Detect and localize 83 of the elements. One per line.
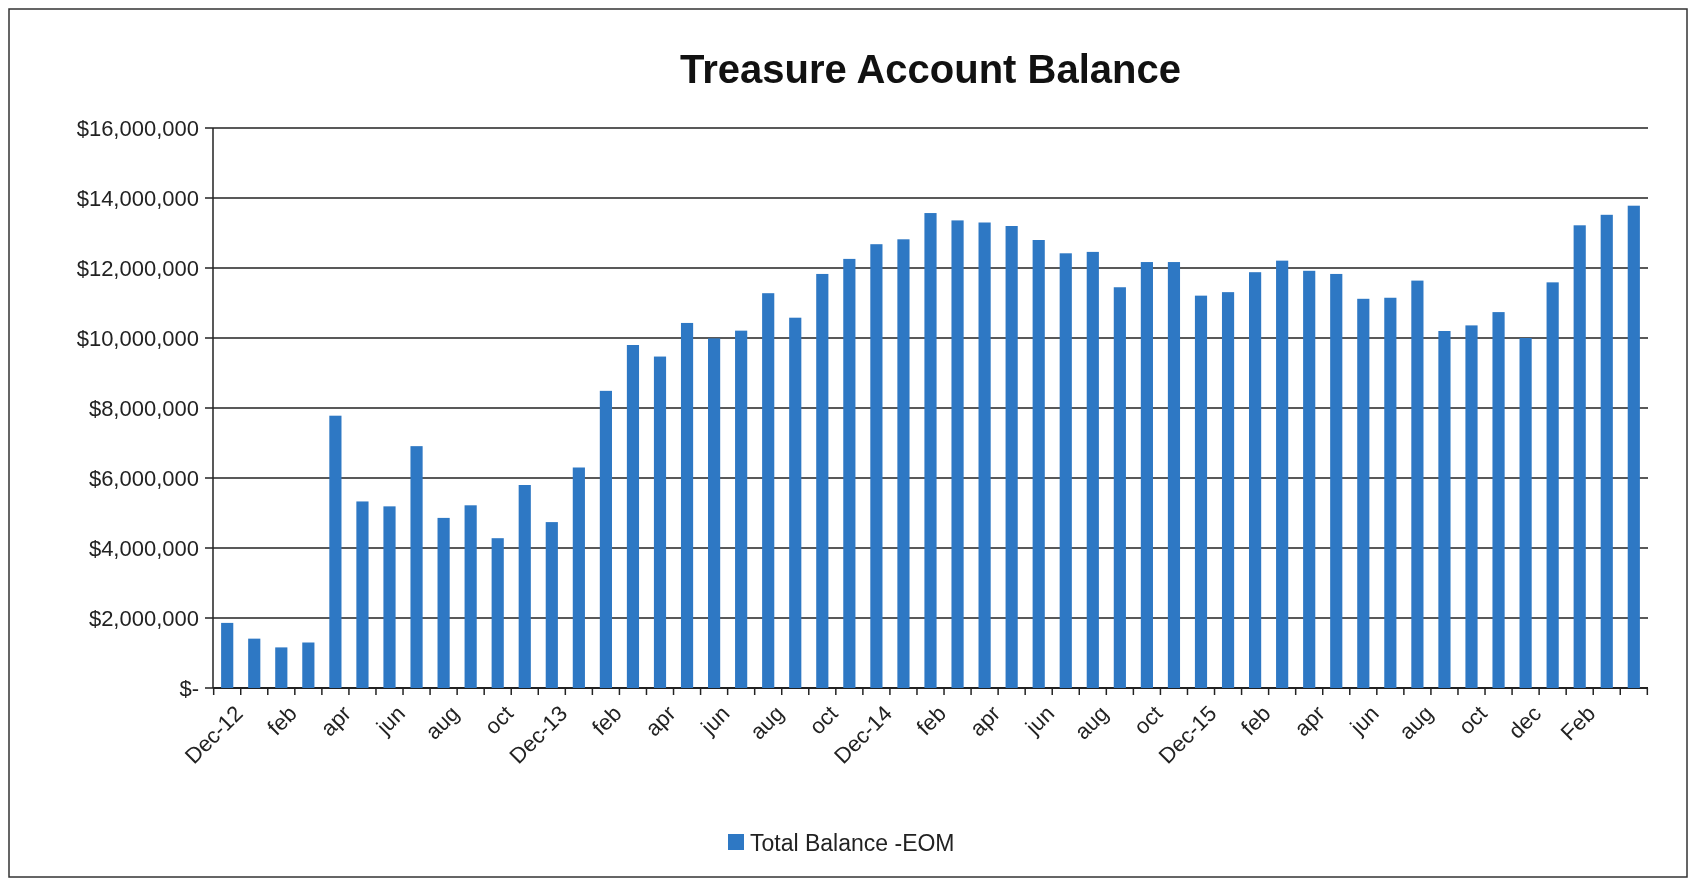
- chart-title: Treasure Account Balance: [680, 47, 1181, 91]
- bar: [978, 222, 991, 688]
- bar: [1357, 298, 1370, 688]
- bar: [951, 220, 964, 688]
- bar: [1032, 240, 1045, 688]
- bar: [1492, 312, 1505, 688]
- bar: [789, 317, 802, 688]
- bar: [870, 244, 883, 688]
- x-tick-label: apr: [315, 700, 356, 741]
- bar: [1005, 226, 1018, 688]
- x-tick-label: apr: [964, 700, 1006, 741]
- bar: [1303, 270, 1316, 688]
- y-tick-label: $2,000,000: [88, 605, 199, 631]
- x-tick-label: jun: [1019, 700, 1060, 740]
- bar: [1167, 262, 1181, 688]
- x-tick-label: aug: [1394, 700, 1438, 745]
- y-tick-label: $16,000,000: [76, 115, 199, 141]
- bar: [302, 642, 315, 688]
- y-tick-label: $12,000,000: [76, 255, 199, 281]
- y-tick-label: $6,000,000: [88, 465, 199, 491]
- bar: [1546, 282, 1559, 688]
- bar: [1086, 251, 1099, 688]
- bar: [1411, 280, 1424, 688]
- x-tick-label: dec: [1503, 700, 1547, 744]
- bar: [437, 517, 450, 688]
- bar: [599, 390, 612, 688]
- y-tick-label: $14,000,000: [76, 185, 199, 211]
- x-tick-label: jun: [695, 700, 735, 740]
- x-tick-label: feb: [587, 700, 627, 741]
- bar: [1573, 225, 1586, 688]
- bar: [1627, 205, 1640, 688]
- bar: [518, 485, 531, 688]
- bar: [816, 273, 829, 688]
- x-tick-label: apr: [640, 700, 681, 741]
- bar: [897, 239, 910, 688]
- x-tick-label: Feb: [1555, 700, 1601, 746]
- legend-label: Total Balance -EOM: [750, 830, 955, 857]
- x-tick-label: feb: [1236, 700, 1276, 741]
- x-tick-label: feb: [262, 700, 302, 741]
- bar: [248, 638, 261, 688]
- bar: [491, 538, 504, 688]
- bar: [329, 415, 342, 688]
- bar: [708, 338, 721, 688]
- bar: [1276, 260, 1289, 688]
- bar: [1059, 253, 1072, 688]
- y-tick-label: $-: [179, 675, 199, 701]
- bar: [383, 506, 396, 688]
- bar: [653, 356, 667, 688]
- bar: [843, 258, 856, 688]
- bar: [924, 213, 937, 688]
- bar: [1330, 273, 1343, 688]
- x-tick-label: jun: [370, 700, 410, 740]
- bar: [680, 322, 694, 688]
- bar: [1465, 325, 1478, 688]
- bar: [626, 345, 640, 688]
- bar: [545, 522, 558, 688]
- x-tick-label: feb: [911, 700, 951, 741]
- bar: [410, 446, 423, 688]
- bar: [1384, 297, 1397, 688]
- bar: [1519, 338, 1532, 688]
- y-tick-label: $4,000,000: [88, 535, 199, 561]
- y-tick-label: $10,000,000: [76, 325, 199, 351]
- x-tick-label: jun: [1344, 700, 1384, 740]
- bar: [1600, 214, 1613, 688]
- bar: [464, 505, 477, 688]
- bar: [1140, 262, 1153, 688]
- bar: [275, 647, 288, 688]
- bar: [356, 501, 369, 688]
- bar: [221, 622, 234, 688]
- bar: [1438, 331, 1451, 688]
- x-tick-label: aug: [1069, 700, 1114, 745]
- bar: [735, 330, 748, 688]
- x-tick-label: aug: [744, 700, 789, 745]
- bar: [1221, 292, 1235, 688]
- bar: [1113, 287, 1126, 688]
- x-tick-label: aug: [420, 700, 465, 745]
- bar: [572, 467, 585, 688]
- x-tick-label: oct: [1453, 700, 1492, 740]
- bar: [1194, 295, 1208, 688]
- bar: [762, 293, 775, 688]
- x-tick-label: apr: [1289, 700, 1330, 741]
- y-tick-label: $8,000,000: [88, 395, 199, 421]
- bar: [1249, 272, 1262, 688]
